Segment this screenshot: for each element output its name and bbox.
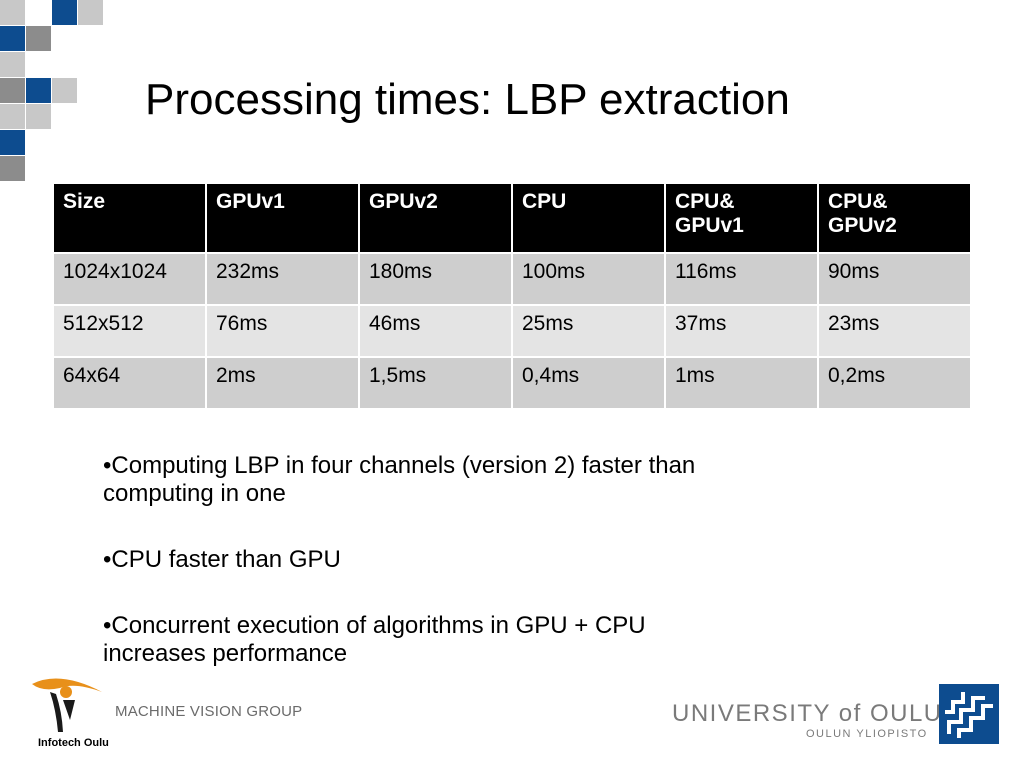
bullet-item: •Computing LBP in four channels (version… <box>103 452 696 507</box>
column-header-cpu-gpuv1: CPU& GPUv1 <box>664 182 819 254</box>
page-title: Processing times: LBP extraction <box>145 75 790 124</box>
table-cell: 512x512 <box>52 304 207 358</box>
table-cell: 2ms <box>205 356 360 410</box>
table-row: 1024x1024 232ms 180ms 100ms 116ms 90ms <box>52 252 972 306</box>
table-row: 512x512 76ms 46ms 25ms 37ms 23ms <box>52 304 972 358</box>
table-cell: 1ms <box>664 356 819 410</box>
column-header-cpu: CPU <box>511 182 666 254</box>
pattern-square <box>0 104 25 129</box>
pattern-square <box>0 26 25 51</box>
table-cell: 46ms <box>358 304 513 358</box>
table-cell: 25ms <box>511 304 666 358</box>
table-cell: 0,2ms <box>817 356 972 410</box>
pattern-square <box>26 104 51 129</box>
column-header-gpuv2: GPUv2 <box>358 182 513 254</box>
university-logo-icon <box>939 684 999 744</box>
bullet-item: •Concurrent execution of algorithms in G… <box>103 612 646 667</box>
pattern-square <box>52 0 77 25</box>
table-cell: 100ms <box>511 252 666 306</box>
table-cell: 0,4ms <box>511 356 666 410</box>
pattern-square <box>78 0 103 25</box>
processing-times-table: Size GPUv1 GPUv2 CPU CPU& GPUv1 CPU& GPU… <box>52 182 972 410</box>
table-row: 64x64 2ms 1,5ms 0,4ms 1ms 0,2ms <box>52 356 972 410</box>
column-header-cpu-gpuv2: CPU& GPUv2 <box>817 182 972 254</box>
pattern-square <box>26 26 51 51</box>
column-header-gpuv1: GPUv1 <box>205 182 360 254</box>
pattern-square <box>0 156 25 181</box>
infotech-label: Infotech Oulu <box>38 737 109 749</box>
pattern-square <box>0 78 25 103</box>
table-cell: 1024x1024 <box>52 252 207 306</box>
table-cell: 232ms <box>205 252 360 306</box>
bullet-item: •CPU faster than GPU <box>103 546 341 573</box>
university-name: UNIVERSITY of OULU <box>672 700 943 727</box>
pattern-square <box>0 52 25 77</box>
table-cell: 64x64 <box>52 356 207 410</box>
infotech-logo-icon <box>32 678 102 732</box>
table-cell: 37ms <box>664 304 819 358</box>
group-label: MACHINE VISION GROUP <box>115 703 303 720</box>
table-cell: 1,5ms <box>358 356 513 410</box>
pattern-square <box>0 0 25 25</box>
pattern-square <box>0 130 25 155</box>
table-cell: 180ms <box>358 252 513 306</box>
table-cell: 23ms <box>817 304 972 358</box>
bullet-list: •Computing LBP in four channels (version… <box>103 452 703 706</box>
table-cell: 76ms <box>205 304 360 358</box>
table-cell: 116ms <box>664 252 819 306</box>
pattern-square <box>26 78 51 103</box>
pattern-square <box>52 78 77 103</box>
table-header-row: Size GPUv1 GPUv2 CPU CPU& GPUv1 CPU& GPU… <box>52 182 972 254</box>
table-cell: 90ms <box>817 252 972 306</box>
column-header-size: Size <box>52 182 207 254</box>
university-subtitle: OULUN YLIOPISTO <box>806 728 928 740</box>
